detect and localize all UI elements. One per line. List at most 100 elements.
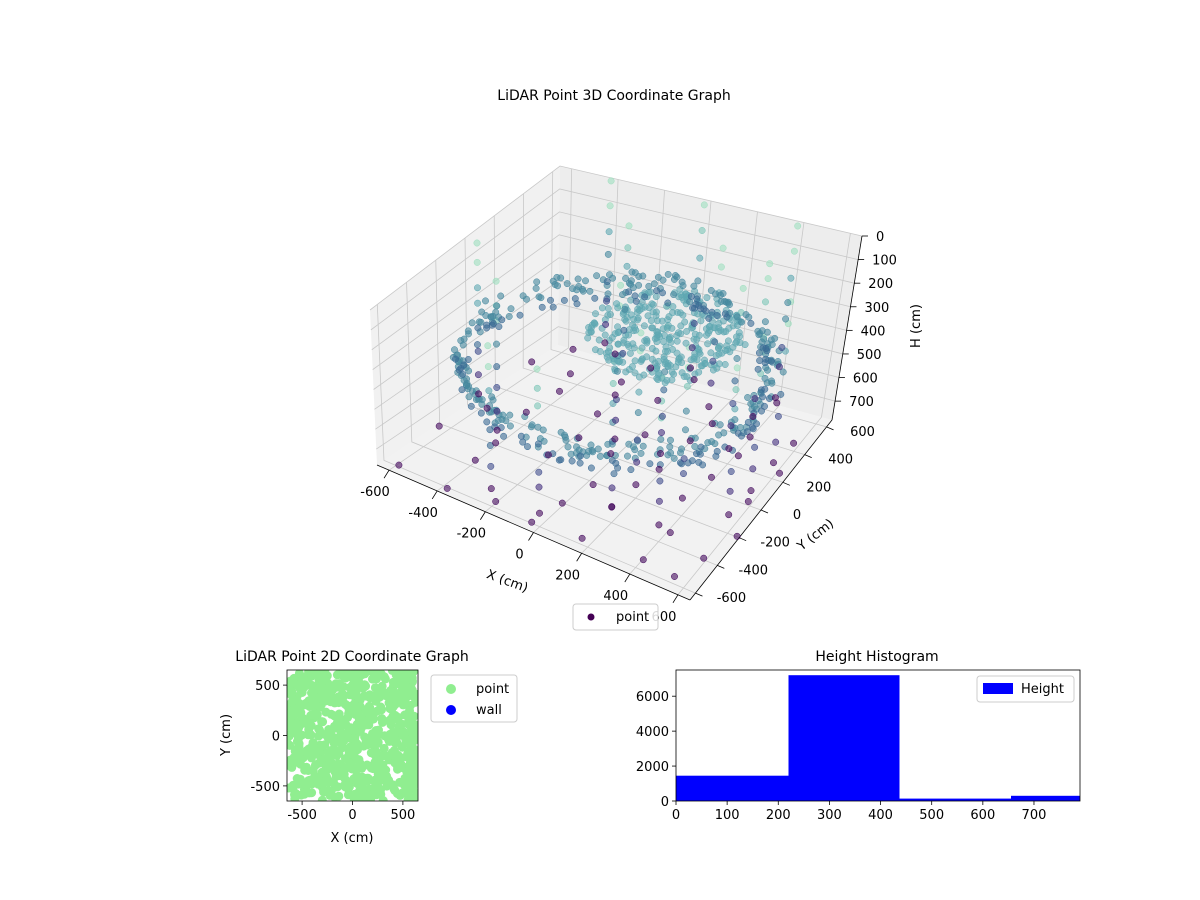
chart-hist: Height Histogram 0 100 200 300 400 500 600 7000… [636, 649, 1081, 823]
scatter-point [483, 321, 491, 329]
x-tick-label: -600 [360, 485, 390, 500]
scatter-point [629, 284, 637, 292]
scatter-point [323, 787, 333, 797]
scatter-point [722, 347, 729, 354]
chart-2d-xlabel: X (cm) [331, 831, 374, 846]
y-tick-label: -200 [760, 536, 790, 551]
grid-line-x [581, 211, 758, 554]
scatter-point [611, 391, 619, 399]
grid-line-z [371, 211, 855, 351]
scatter-point [607, 450, 615, 458]
z-tick-label: 600 [853, 372, 878, 387]
scatter-point [648, 345, 656, 352]
scatter-point [746, 433, 754, 441]
scatter-point [620, 326, 628, 334]
scatter-point [632, 481, 640, 489]
scatter-point [653, 362, 661, 370]
scatter-point [634, 305, 642, 313]
scatter-point [790, 247, 798, 255]
scatter-point [413, 689, 418, 699]
scatter-point [608, 456, 616, 464]
grid-line-y [376, 304, 696, 594]
scatter-point [404, 717, 414, 726]
scatter-point [537, 294, 545, 302]
scatter-point [372, 747, 382, 757]
scatter-point [328, 732, 338, 742]
scatter-point [534, 402, 542, 410]
scatter-point [528, 518, 536, 526]
scatter-point [335, 713, 344, 723]
scatter-point [705, 403, 713, 411]
scatter-point [596, 452, 604, 460]
scatter-point [655, 465, 663, 473]
scatter-point [601, 331, 609, 339]
scatter-point [347, 763, 357, 773]
scatter-point [620, 336, 628, 344]
scatter-point [569, 345, 577, 353]
scatter-point [343, 790, 353, 800]
scatter-point [411, 720, 418, 730]
chart-3d: LiDAR Point 3D Coordinate Graph -600 -400… [360, 88, 924, 631]
scatter-point [701, 360, 709, 368]
scatter-point [761, 374, 769, 382]
scatter-point [307, 741, 317, 751]
grid-line-z [374, 280, 843, 410]
scatter-point [395, 461, 403, 469]
scatter-point [364, 792, 373, 801]
scatter-point [326, 709, 336, 719]
scatter-point [682, 339, 690, 347]
scatter-point [522, 408, 530, 416]
scatter-point [771, 334, 779, 342]
scatter-point [320, 740, 330, 750]
scatter-point [704, 439, 712, 447]
grid-line-x [677, 233, 851, 596]
scatter-point [547, 296, 554, 304]
scatter-point [474, 347, 482, 355]
scatter-point [493, 384, 501, 391]
scatter-point [506, 422, 514, 430]
scatter-point [593, 272, 601, 280]
y-tick-label: 500 [255, 679, 280, 694]
y-tick-label: 0 [661, 795, 669, 810]
scatter-point [485, 387, 493, 395]
scatter-point [324, 691, 334, 701]
scatter-point [684, 459, 692, 467]
scatter-point [733, 532, 741, 540]
scatter-point [497, 292, 505, 300]
scatter-point [627, 466, 635, 474]
x-tick-label: 500 [919, 808, 944, 823]
grid-line-z [375, 303, 840, 430]
scatter-point [484, 342, 492, 350]
scatter-point [654, 396, 662, 404]
scatter-point [532, 284, 540, 292]
scatter-point [715, 350, 723, 358]
scatter-point [725, 511, 733, 519]
scatter-point [393, 764, 402, 774]
scatter-point [303, 766, 313, 775]
scatter-point [686, 437, 694, 445]
scatter-point [465, 393, 473, 401]
scatter-point [482, 297, 489, 305]
scatter-point [669, 345, 676, 353]
scatter-point [395, 756, 405, 766]
scatter-point [611, 435, 619, 443]
scatter-point [697, 317, 705, 325]
scatter-point [716, 421, 724, 429]
scatter-point [337, 670, 347, 677]
scatter-point [624, 340, 632, 348]
scatter-point [344, 702, 354, 712]
chart-hist-legend-label: Height [1021, 682, 1064, 697]
scatter-point [400, 683, 410, 693]
scatter-point [459, 370, 467, 378]
scatter-point [362, 740, 372, 750]
scatter-point [770, 459, 777, 467]
scatter-point [653, 287, 661, 295]
scatter-point [492, 439, 500, 447]
scatter-point [708, 308, 716, 316]
chart-2d-legend-label-wall: wall [476, 703, 502, 718]
scatter-point [401, 670, 411, 676]
scatter-point [726, 301, 733, 309]
scatter-point [369, 714, 379, 724]
scatter-point [407, 740, 417, 750]
scatter-point [573, 286, 581, 294]
